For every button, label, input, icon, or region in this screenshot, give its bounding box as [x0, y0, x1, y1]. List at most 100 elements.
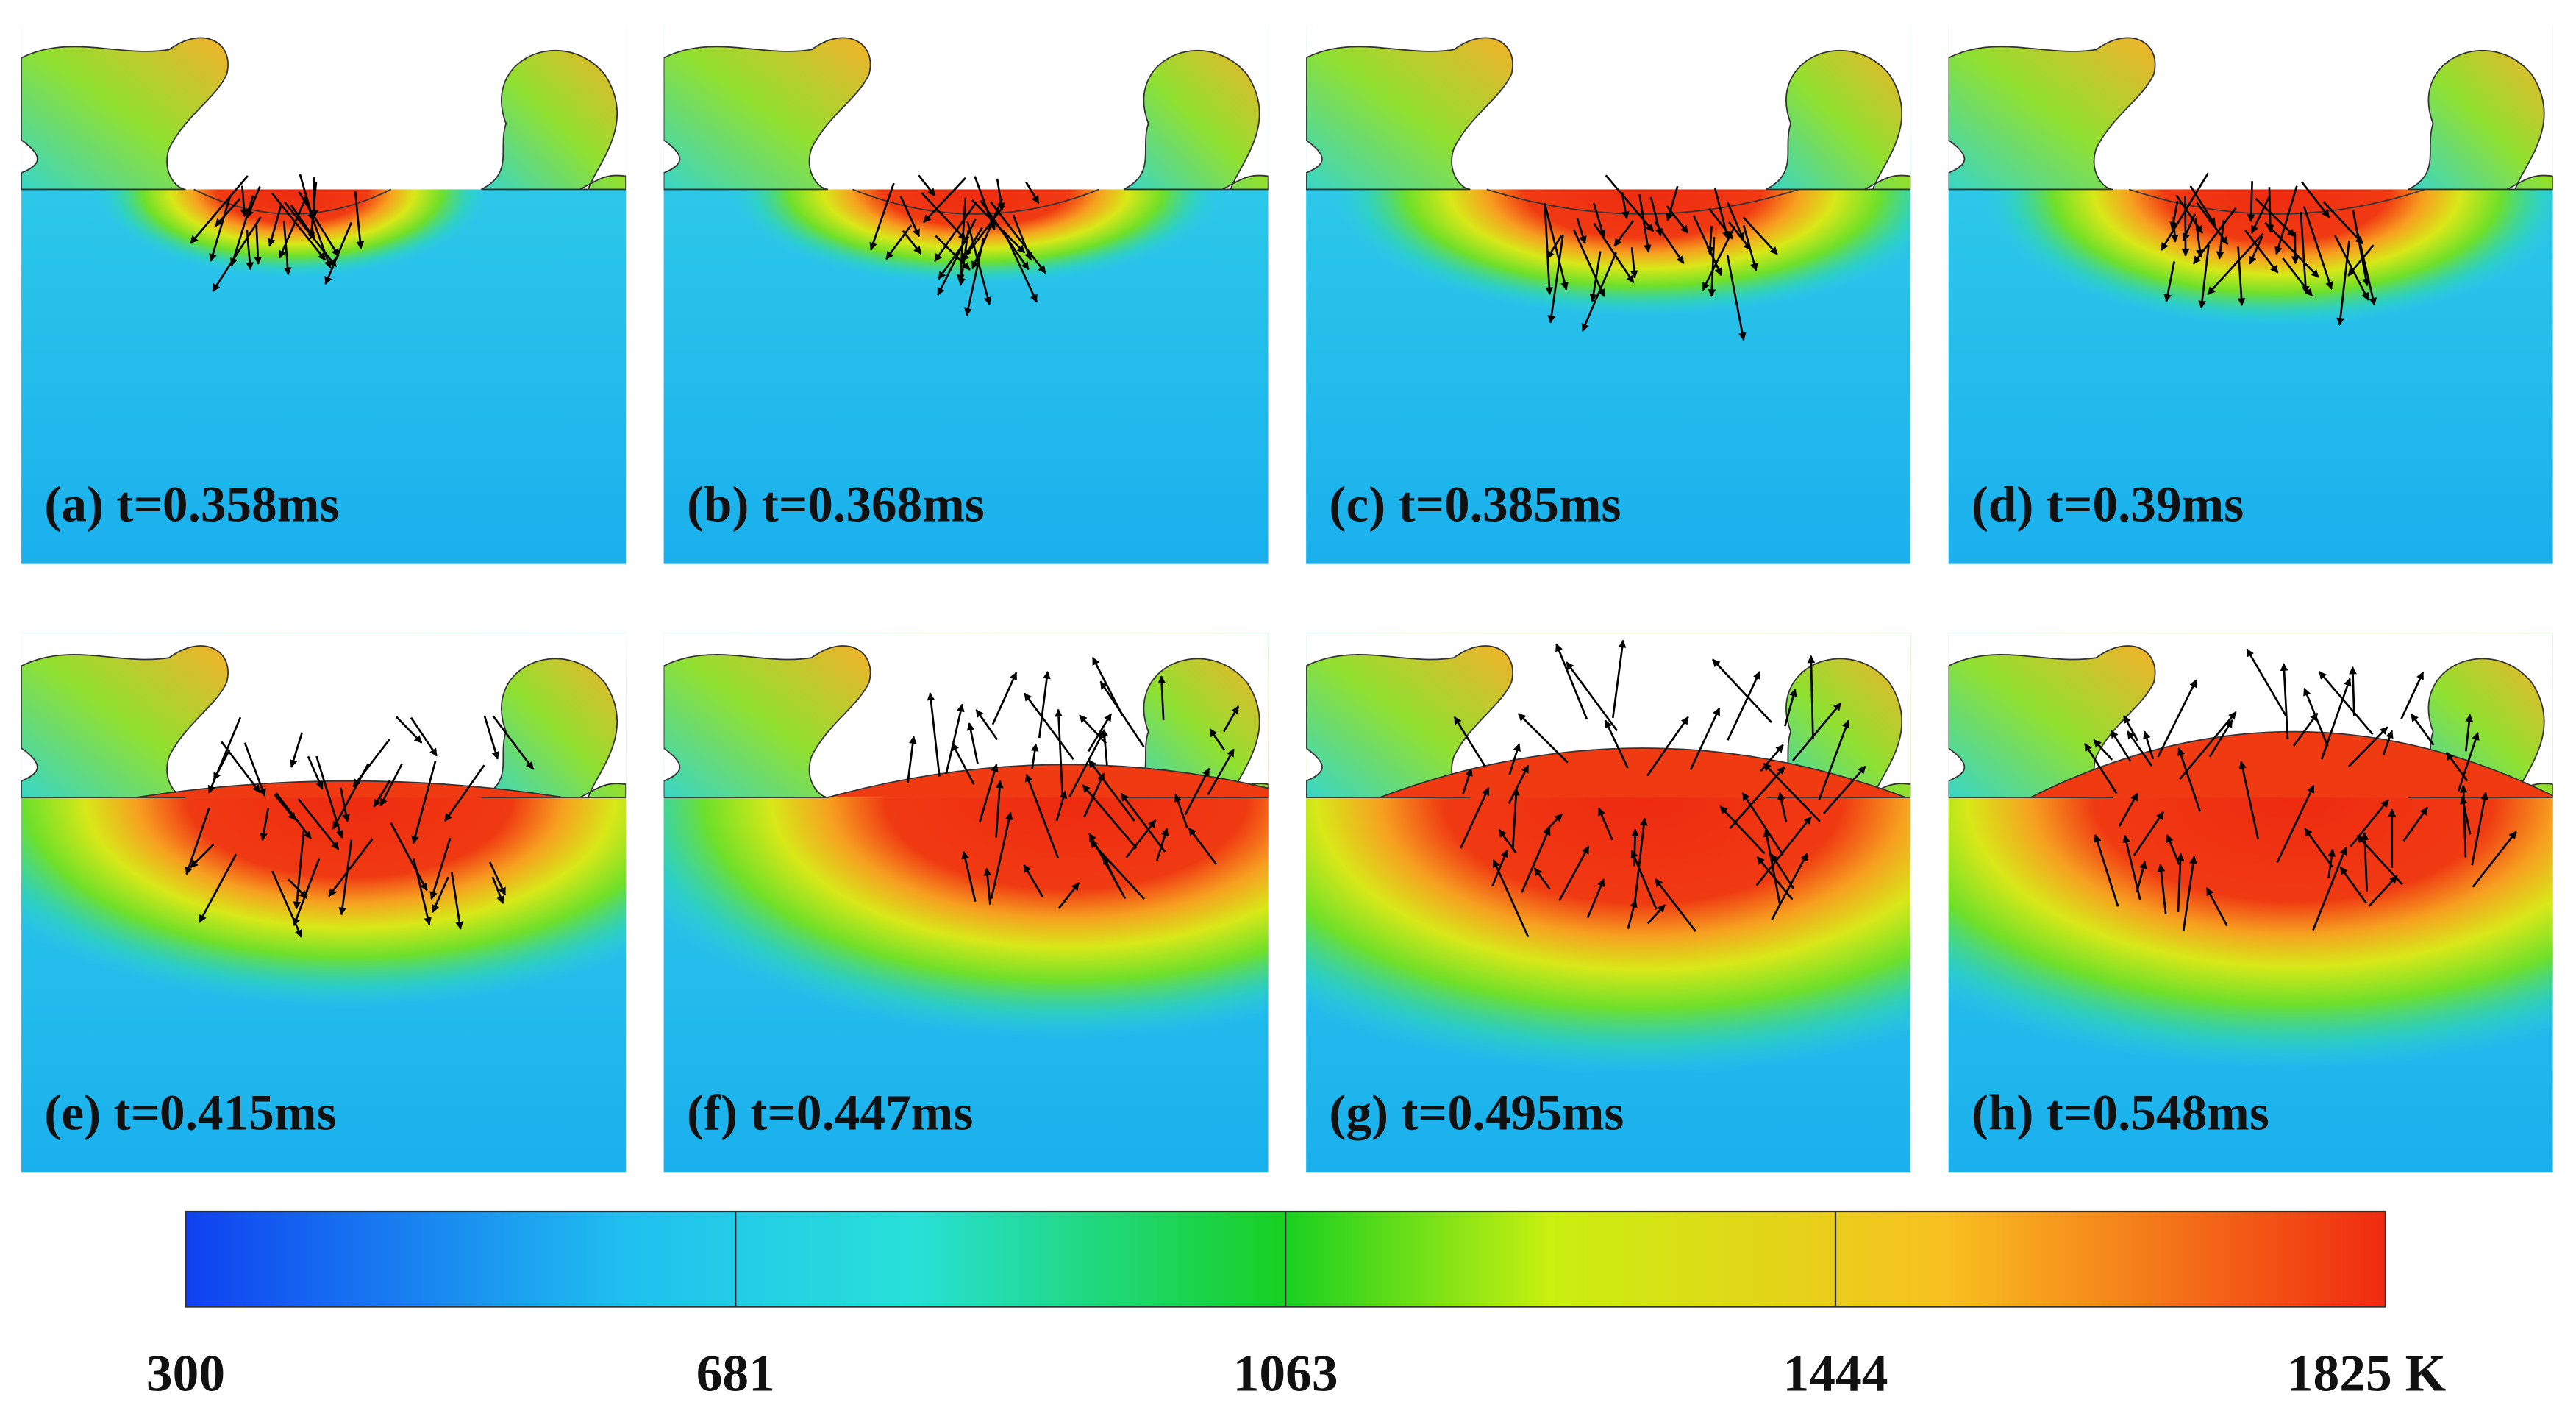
velocity-arrow [2194, 217, 2204, 258]
velocity-arrow [293, 858, 321, 927]
velocity-arrow [352, 739, 390, 788]
velocity-arrow [1508, 743, 1521, 775]
velocity-arrow [2264, 221, 2319, 278]
velocity-arrow [1613, 220, 1635, 247]
velocity-arrow [2176, 853, 2185, 913]
velocity-arrow [1492, 859, 1530, 938]
velocity-arrow [1727, 202, 1745, 241]
velocity-arrow [1770, 853, 1794, 889]
velocity-arrow [299, 174, 315, 221]
velocity-arrow [271, 192, 327, 261]
powder-right [1123, 49, 1269, 191]
velocity-arrow [1223, 705, 1240, 733]
velocity-arrow [1741, 792, 1784, 856]
velocity-arrow [289, 732, 304, 768]
velocity-arrow [1023, 864, 1044, 897]
velocity-arrow [243, 742, 266, 797]
velocity-arrow [410, 716, 438, 757]
velocity-arrow [1511, 787, 1520, 850]
velocity-arrow [980, 199, 1030, 271]
velocity-arrow [1547, 235, 1564, 324]
velocity-arrow [1082, 784, 1138, 849]
velocity-arrow [2266, 187, 2274, 233]
velocity-arrow [899, 196, 921, 238]
velocity-arrow [1207, 748, 1235, 796]
velocity-arrow [2175, 194, 2204, 234]
velocity-arrow [996, 178, 1005, 211]
velocity-arrow [990, 201, 1046, 274]
velocity-arrow [2157, 679, 2197, 758]
velocity-arrow [2347, 244, 2375, 277]
velocity-arrow [2247, 181, 2255, 223]
velocity-arrow [354, 191, 365, 249]
velocity-arrow [483, 715, 500, 760]
velocity-arrow [1755, 816, 1812, 886]
velocity-arrow [2133, 811, 2164, 856]
velocity-arrow [2126, 730, 2153, 767]
velocity-arrow [1633, 817, 1648, 904]
velocity-arrow [2276, 784, 2315, 863]
velocity-arrow [1460, 787, 1490, 849]
velocity-arrow [373, 780, 391, 808]
velocity-arrow [1498, 828, 1517, 854]
velocity-arrow [2356, 834, 2403, 886]
velocity-arrow [214, 197, 241, 227]
panel-label: (e) t=0.415ms [44, 1084, 336, 1140]
velocity-arrow [1729, 766, 1785, 830]
velocity-arrow [1521, 827, 1551, 893]
velocity-arrow [1038, 670, 1051, 739]
velocity-arrow [918, 174, 936, 197]
panel: (f) t=0.447ms [663, 633, 1269, 1173]
velocity-arrow [1604, 719, 1629, 769]
velocity-arrow [298, 191, 340, 257]
pool-surface [852, 188, 1099, 215]
velocity-arrow [212, 216, 262, 292]
velocity-arrow [1593, 222, 1635, 284]
powder-left [1306, 37, 1513, 191]
velocity-arrow [2244, 229, 2279, 274]
velocity-arrow [2198, 244, 2210, 309]
velocity-arrow [2143, 730, 2155, 760]
velocity-arrow [1756, 856, 1794, 900]
velocity-arrow [1727, 671, 1761, 741]
velocity-arrow [1025, 181, 1040, 205]
velocity-arrow [240, 185, 249, 218]
velocity-arrow [1784, 688, 1797, 727]
velocity-arrow [1605, 174, 1655, 232]
velocity-arrow [966, 722, 979, 764]
velocity-arrow [2189, 185, 2216, 226]
velocity-arrow [991, 672, 1018, 725]
velocity-arrow [1631, 828, 1639, 867]
velocity-arrow [937, 218, 977, 296]
velocity-arrow [2136, 861, 2147, 893]
velocity-arrow [2339, 866, 2367, 904]
velocity-arrow [1706, 226, 1715, 255]
velocity-arrow [923, 177, 966, 224]
velocity-arrow [432, 876, 449, 913]
velocity-arrow [2349, 799, 2389, 848]
velocity-arrow [390, 822, 428, 892]
velocity-arrow [307, 182, 318, 240]
velocity-arrow [213, 750, 231, 781]
velocity-arrow [1589, 251, 1602, 302]
velocity-arrow [2169, 200, 2179, 230]
velocity-arrow [990, 811, 1013, 900]
panel-label: (c) t=0.385ms [1329, 476, 1621, 533]
velocity-arrow [1184, 767, 1210, 816]
velocity-arrow [2464, 714, 2474, 752]
velocity-arrow [1558, 845, 1590, 901]
powder-left [1948, 37, 2156, 191]
velocity-arrow [488, 861, 507, 896]
velocity-arrow [2208, 719, 2233, 758]
velocity-arrow [229, 195, 254, 266]
velocity-arrow [1533, 867, 1551, 890]
velocity-arrow [1708, 207, 1734, 240]
velocity-arrow [1818, 719, 1850, 800]
velocity-arrow [2472, 831, 2517, 888]
velocity-arrow [1012, 214, 1032, 261]
velocity-arrow [274, 794, 296, 821]
velocity-arrow [1083, 772, 1105, 818]
velocity-arrow [1742, 225, 1758, 271]
velocity-arrow [1621, 192, 1630, 220]
velocity-arrow [1627, 899, 1638, 929]
